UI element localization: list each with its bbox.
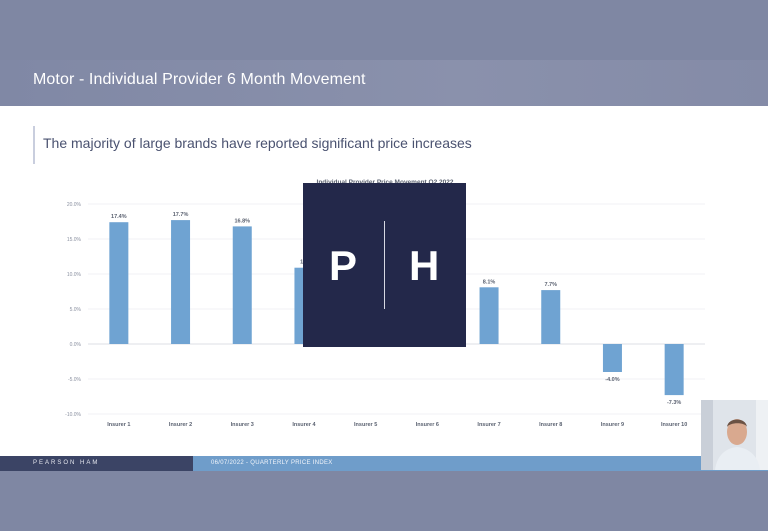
data-label: 8.1% <box>483 279 496 285</box>
x-tick-label: Insurer 3 <box>231 422 254 428</box>
y-tick-label: 0.0% <box>70 342 82 348</box>
y-tick-label: 15.0% <box>67 237 82 243</box>
data-label: 17.7% <box>173 212 189 218</box>
footer-bar: PEARSON HAM 06/07/2022 - QUARTERLY PRICE… <box>0 456 768 471</box>
footer-brand-block: PEARSON HAM <box>0 456 193 471</box>
bottom-band <box>0 471 768 531</box>
slide-title: Motor - Individual Provider 6 Month Move… <box>33 71 366 88</box>
y-tick-label: 10.0% <box>67 272 82 278</box>
y-tick-label: -10.0% <box>65 412 81 418</box>
bar <box>541 290 561 344</box>
title-bar: Motor - Individual Provider 6 Month Move… <box>0 60 768 106</box>
y-tick-label: 20.0% <box>67 202 82 208</box>
y-tick-label: 5.0% <box>70 307 82 313</box>
data-label: 17.4% <box>111 214 127 220</box>
data-label: -4.0% <box>605 377 619 383</box>
x-tick-label: Insurer 2 <box>169 422 192 428</box>
x-tick-label: Insurer 8 <box>539 422 562 428</box>
x-tick-label: Insurer 1 <box>107 422 130 428</box>
logo-letter-p: P <box>329 242 358 289</box>
bar <box>232 226 252 344</box>
x-tick-label: Insurer 6 <box>416 422 439 428</box>
presenter-avatar-icon <box>701 400 768 470</box>
data-label: -7.3% <box>667 400 681 406</box>
presenter-video-thumbnail[interactable] <box>701 400 768 470</box>
footer-brand: PEARSON HAM <box>33 460 100 466</box>
bar <box>479 287 499 344</box>
bar <box>109 222 129 344</box>
slide-subtitle: The majority of large brands have report… <box>43 135 472 151</box>
x-tick-label: Insurer 9 <box>601 422 624 428</box>
x-tick-label: Insurer 10 <box>661 422 687 428</box>
footer-info: 06/07/2022 - QUARTERLY PRICE INDEX <box>211 460 333 466</box>
x-tick-label: Insurer 7 <box>477 422 500 428</box>
bar <box>664 344 684 396</box>
chart-title: Individual Provider Price Movement Q2 20… <box>317 179 454 186</box>
x-tick-label: Insurer 4 <box>292 422 316 428</box>
accent-line <box>33 126 35 164</box>
y-tick-label: -5.0% <box>68 377 82 383</box>
logo-letter-h: H <box>409 242 440 289</box>
top-band <box>0 0 768 60</box>
data-label: 16.8% <box>234 218 250 224</box>
data-label: 7.7% <box>544 282 557 288</box>
x-tick-label: Insurer 5 <box>354 422 377 428</box>
logo-divider <box>384 221 385 309</box>
pearson-ham-logo: P H <box>303 183 466 347</box>
bar <box>602 344 622 372</box>
bar <box>171 220 191 344</box>
